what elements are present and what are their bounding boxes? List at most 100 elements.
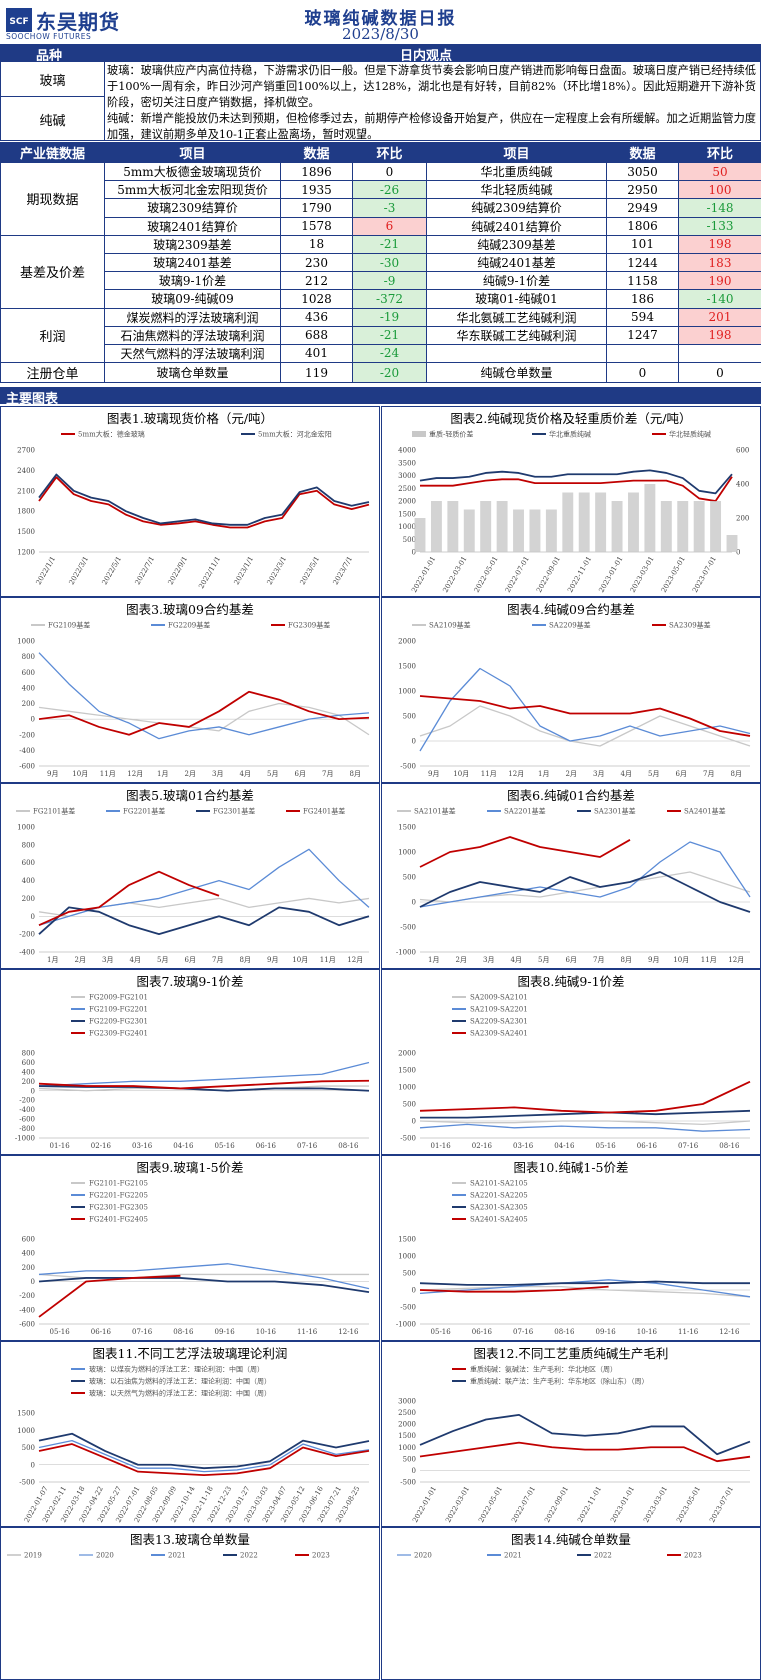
left-value-cell: 230 [280, 252, 353, 273]
legend-label: SA2301-SA2305 [470, 1204, 528, 1212]
x-tick-label: 08-16 [173, 1328, 194, 1336]
table-row: 玻璃09-纯碱09 1028 -372 玻璃01-纯碱01 186 -140 [1, 289, 761, 309]
x-tick-label: 2023-07-01 [708, 1485, 735, 1524]
chart-series [38, 1061, 370, 1092]
series-line [38, 690, 370, 736]
company-name-en: SOOCHOW FUTURES [6, 32, 92, 41]
series-line [420, 476, 733, 502]
y-tick-label: -200 [19, 1097, 35, 1105]
chart-legend: SA2009-SA2101 SA2109-SA2201 SA2209-SA2301 S… [452, 994, 528, 1038]
legend-label: FG2009-FG2101 [89, 994, 148, 1002]
table-row: 5mm大板河北金宏阳现货价 1935 -26 华北轻质纯碱 2950 100 [1, 180, 761, 200]
chart-title: 图表12.不同工艺重质纯碱生产毛利 [473, 1346, 669, 1361]
series-line [419, 1123, 751, 1132]
series-line [38, 1439, 370, 1473]
table-row: 期现数据 5mm大板德金玻璃现货价 1896 0 华北重质纯碱 3050 50 [0, 161, 761, 236]
right-item-cell: 纯碱2401基差 [426, 252, 607, 273]
x-tick-label: 4月 [511, 956, 522, 964]
legend-label: 5mm大板：德金玻璃 [78, 430, 145, 439]
x-tick-label: 2023/3/1 [266, 555, 289, 586]
y-tick-label: 400 [22, 684, 35, 692]
table-header-cell: 环比 [352, 142, 427, 163]
y-tick-label: -600 [19, 763, 35, 771]
y-tick-label: 500 [403, 1101, 416, 1109]
chart-c7: 图表7.玻璃9-1价差 FG2009-FG2101 FG2109-FG2201 FG2… [0, 969, 380, 1155]
chart-legend: 重质纯碱：氨碱法：生产毛利：华北地区（周） 重质纯碱：联产法：生产毛利：华东地区（… [452, 1365, 649, 1386]
series-line [38, 473, 370, 526]
bar-mark [480, 501, 492, 552]
series-line [38, 1263, 370, 1290]
y-tick-label: 0 [412, 549, 416, 557]
x-tick-label: 10月 [72, 770, 88, 778]
chart-legend: 玻璃：以煤炭为燃料的浮法工艺：理论利润：中国（周） 玻璃：以石油焦为燃料的浮法工艺… [71, 1365, 271, 1398]
legend-label: 2022 [240, 1552, 258, 1560]
legend-label: SA2401基差 [684, 807, 726, 816]
x-tick-label: 01-16 [431, 1142, 452, 1150]
chart-legend: FG2109基差 FG2209基差 FG2309基差 [31, 621, 330, 630]
x-tick-label: 2023-03-01 [642, 1485, 669, 1524]
right-item-cell: 纯碱2309基差 [426, 234, 607, 254]
x-tick-label: 12-16 [338, 1328, 359, 1336]
legend-label: 重质纯碱：氨碱法：生产毛利：华北地区（周） [470, 1365, 617, 1374]
x-tick-label: 09-16 [215, 1328, 236, 1336]
left-change-cell: 6 [352, 216, 427, 236]
chart-axes: 1500 1000 500 0 -500 -1000 05-16 06-16 07-16 08-1… [396, 1236, 750, 1336]
bar-mark [414, 518, 426, 552]
y-tick-label: -400 [19, 1106, 35, 1114]
right-value-cell: 186 [606, 289, 679, 309]
series-line [38, 652, 370, 740]
x-tick-label: 2022-11-01 [576, 1485, 603, 1524]
x-tick-label: 6月 [295, 770, 306, 778]
soda-view-label: 纯碱 [1, 97, 105, 141]
right-item-cell: 纯碱2401结算价 [426, 216, 607, 236]
table-row: 玻璃9-1价差 212 -9 纯碱9-1价差 1158 190 [1, 271, 761, 291]
legend-label: SA2401-SA2405 [470, 1216, 528, 1224]
y-tick-label: -500 [400, 763, 416, 771]
soda-view-text: 纯碱：新增产能投放仍未达到预期，但检修季过去，前期停产检修设备开始复产，供应在一… [107, 112, 756, 141]
y-tick-label: 1000 [17, 638, 35, 646]
x-tick-label: 1月 [47, 956, 58, 964]
y-tick-label: 200 [22, 1078, 35, 1086]
chart-legend: FG2101基差 FG2201基差 FG2301基差 FG2401基差 [16, 807, 345, 816]
left-value-cell: 18 [280, 234, 353, 254]
left-change-cell: -9 [352, 271, 427, 291]
legend-label: SA2101基差 [414, 807, 456, 816]
legend-label: 玻璃：以天然气为燃料的浮法工艺：理论利润：中国（周） [89, 1389, 271, 1398]
left-item-cell: 5mm大板河北金宏阳现货价 [104, 180, 281, 200]
x-tick-label: 2022/11/1 [197, 555, 222, 590]
series-line [420, 1109, 751, 1119]
x-tick-label: 7月 [322, 770, 333, 778]
legend-label: 玻璃：以石油焦为燃料的浮法工艺：理论利润：中国（周） [89, 1377, 271, 1386]
x-tick-label: 11月 [100, 770, 116, 778]
x-tick-label: 2022-11-01 [566, 555, 593, 594]
right-item-cell: 华东联碱工艺纯碱利润 [426, 325, 607, 345]
y-tick-label: 500 [403, 1455, 416, 1463]
company-logo-icon: SCF [6, 8, 32, 32]
y-tick-label: -1000 [396, 949, 416, 957]
legend-label: FG2109基差 [48, 621, 90, 630]
left-item-cell: 玻璃09-纯碱09 [104, 289, 281, 309]
x-tick-label: 8月 [350, 770, 361, 778]
y-tick-label: 0 [31, 1087, 35, 1095]
x-tick-label: 08-16 [554, 1328, 575, 1336]
x-tick-label: 02-16 [91, 1142, 112, 1150]
series-line [419, 705, 751, 747]
legend-label: SA2309-SA2401 [470, 1030, 528, 1038]
chart-title: 图表2.纯碱现货价格及轻重质价差（元/吨） [450, 411, 692, 426]
chart-plot: SA2009-SA2101 SA2109-SA2201 SA2209-SA2301 S… [398, 994, 751, 1150]
left-item-cell: 玻璃9-1价差 [104, 271, 281, 291]
x-tick-label: 06-16 [637, 1142, 658, 1150]
x-tick-label: 2022-07-01 [504, 555, 531, 594]
chart-legend: 2019 2020 2021 2022 2023 [7, 1552, 330, 1560]
chart-series [419, 836, 751, 913]
y-tick-label: 400 [22, 1250, 35, 1258]
legend-label: SA2301基差 [594, 807, 636, 816]
left-value-cell: 119 [280, 362, 353, 384]
left-value-cell: 1028 [280, 289, 353, 309]
y-tick-label: 2000 [398, 498, 416, 506]
x-tick-label: 12-16 [719, 1328, 740, 1336]
bar-mark [430, 501, 442, 552]
legend-label: SA2201基差 [504, 807, 546, 816]
bar-mark [463, 509, 475, 552]
left-value-cell: 401 [280, 343, 353, 364]
